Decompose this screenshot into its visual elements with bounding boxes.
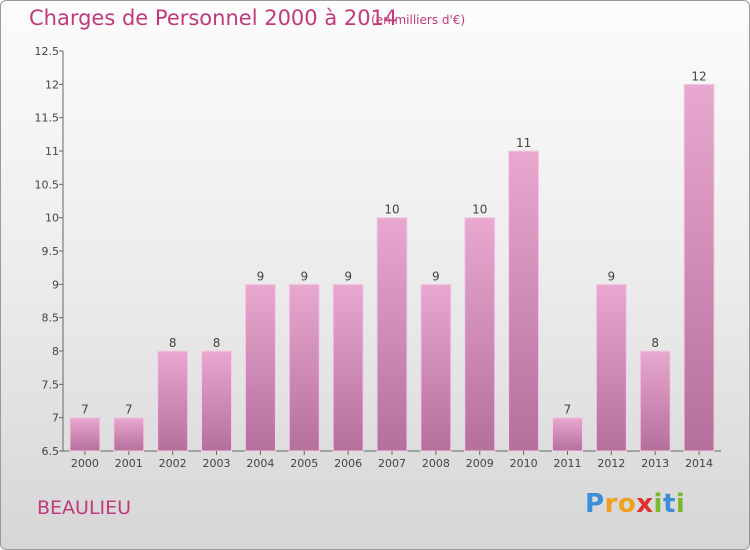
- x-tick-label: 2000: [71, 457, 99, 470]
- bar: [201, 350, 233, 452]
- x-tick-label: 2005: [290, 457, 318, 470]
- bar: [157, 350, 189, 452]
- x-tick-label: 2008: [422, 457, 450, 470]
- data-label: 9: [432, 269, 440, 283]
- data-label: 7: [125, 403, 133, 417]
- x-tick-label: 2014: [685, 457, 713, 470]
- logo-letter: i: [675, 489, 686, 519]
- bar: [69, 417, 101, 452]
- y-tick-label: 8: [52, 345, 59, 358]
- logo-letter: t: [662, 489, 676, 519]
- bar: [113, 417, 145, 452]
- y-tick-label: 10: [45, 212, 59, 225]
- y-tick-label: 11: [45, 145, 59, 158]
- x-tick-label: 2002: [159, 457, 187, 470]
- bar: [508, 150, 540, 452]
- data-label: 9: [344, 269, 352, 283]
- logo-letter: o: [617, 489, 637, 519]
- x-tick-label: 2003: [203, 457, 231, 470]
- y-tick-label: 9.5: [42, 245, 60, 258]
- data-label: 9: [608, 269, 616, 283]
- x-tick-label: 2006: [334, 457, 362, 470]
- bar: [683, 83, 715, 452]
- logo-letter: P: [585, 489, 605, 519]
- logo-letter: x: [636, 489, 654, 519]
- bar: [244, 283, 276, 452]
- y-tick-label: 12.5: [35, 45, 60, 58]
- x-tick-label: 2004: [246, 457, 274, 470]
- data-label: 8: [169, 336, 177, 350]
- data-label: 8: [651, 336, 659, 350]
- logo-letter: i: [653, 489, 663, 519]
- logo-letter: r: [604, 489, 618, 519]
- x-tick-label: 2010: [510, 457, 538, 470]
- y-tick-label: 8.5: [42, 312, 60, 325]
- y-tick-label: 7: [52, 412, 59, 425]
- bar: [376, 217, 408, 452]
- y-tick-label: 12: [45, 78, 59, 91]
- y-tick-label: 10.5: [35, 178, 60, 191]
- chart-subtitle: (en milliers d'€): [371, 13, 466, 27]
- x-tick-label: 2009: [466, 457, 494, 470]
- x-tick-label: 2001: [115, 457, 143, 470]
- data-label: 8: [213, 336, 221, 350]
- place-label: BEAULIEU: [37, 497, 132, 519]
- x-tick-label: 2012: [597, 457, 625, 470]
- y-tick-label: 11.5: [35, 112, 60, 125]
- y-tick-label: 9: [52, 278, 59, 291]
- data-label: 10: [472, 203, 487, 217]
- x-tick-label: 2011: [553, 457, 581, 470]
- data-label: 11: [516, 136, 531, 150]
- data-label: 7: [81, 403, 89, 417]
- data-label: 10: [384, 203, 399, 217]
- x-tick-label: 2013: [641, 457, 669, 470]
- bar: [288, 283, 320, 452]
- bar: [464, 217, 496, 452]
- x-tick-label: 2007: [378, 457, 406, 470]
- y-tick-label: 7.5: [42, 378, 60, 391]
- bar: [420, 283, 452, 452]
- data-label: 12: [691, 69, 706, 83]
- proxiti-logo: Proxiti: [585, 489, 685, 519]
- y-tick-label: 6.5: [42, 445, 60, 458]
- bar: [595, 283, 627, 452]
- data-label: 9: [257, 269, 265, 283]
- bar: [551, 417, 583, 452]
- chart-title: Charges de Personnel 2000 à 2014: [29, 6, 398, 30]
- bar: [332, 283, 364, 452]
- data-label: 7: [564, 403, 572, 417]
- data-label: 9: [300, 269, 308, 283]
- bar: [639, 350, 671, 452]
